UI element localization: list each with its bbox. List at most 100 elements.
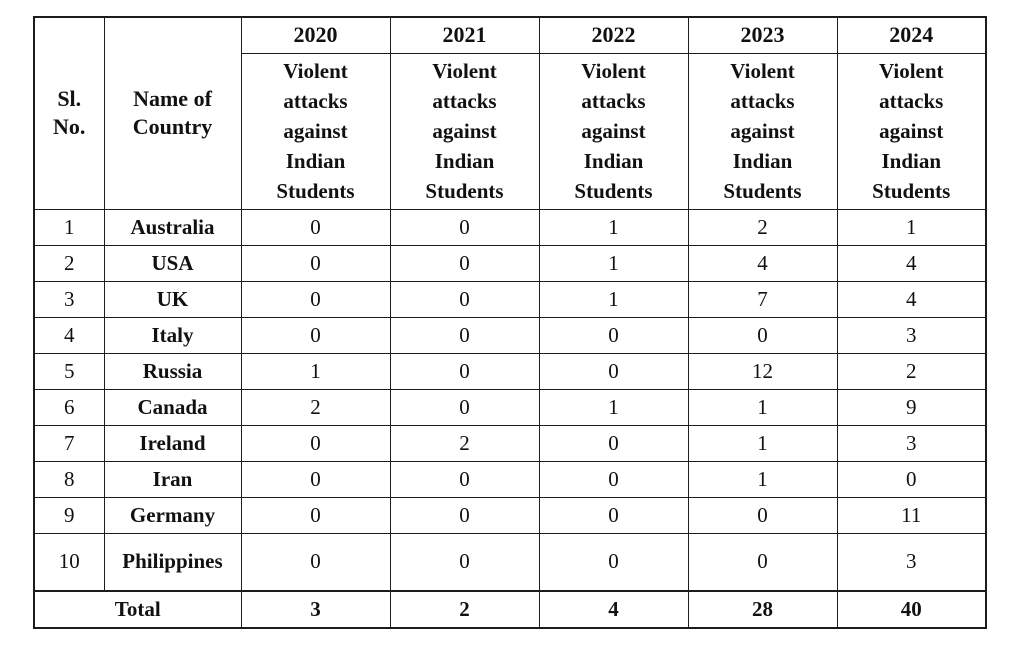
cell-sl-no: 4 xyxy=(33,316,105,354)
cell-country: Australia xyxy=(103,208,242,246)
header-year-2023: 2023 xyxy=(687,16,838,54)
table-row-iran: 8 Iran 0 0 0 1 0 xyxy=(33,460,987,498)
total-2021: 2 xyxy=(389,590,540,629)
cell-value-2024: 11 xyxy=(836,496,987,534)
cell-value-2024: 2 xyxy=(836,352,987,390)
cell-sl-no: 5 xyxy=(33,352,105,390)
cell-country: USA xyxy=(103,244,242,282)
total-2022: 4 xyxy=(538,590,689,629)
cell-value-2020: 0 xyxy=(240,460,391,498)
header-year-2022: 2022 xyxy=(538,16,689,54)
cell-value-2024: 3 xyxy=(836,532,987,592)
cell-value-2021: 0 xyxy=(389,352,540,390)
cell-value-2024: 0 xyxy=(836,460,987,498)
table-row-australia: 1 Australia 0 0 1 2 1 xyxy=(33,208,987,246)
total-label: Total xyxy=(33,590,242,629)
cell-sl-no: 9 xyxy=(33,496,105,534)
cell-value-2021: 0 xyxy=(389,208,540,246)
cell-value-2020: 1 xyxy=(240,352,391,390)
cell-value-2020: 0 xyxy=(240,208,391,246)
cell-value-2024: 3 xyxy=(836,424,987,462)
cell-value-2021: 0 xyxy=(389,532,540,592)
cell-value-2024: 1 xyxy=(836,208,987,246)
cell-value-2022: 1 xyxy=(538,388,689,426)
cell-country: Iran xyxy=(103,460,242,498)
header-sublabel-2022: Violent attacks against Indian Students xyxy=(538,52,689,210)
cell-value-2022: 0 xyxy=(538,460,689,498)
cell-sl-no: 2 xyxy=(33,244,105,282)
cell-sl-no: 10 xyxy=(33,532,105,592)
cell-sl-no: 7 xyxy=(33,424,105,462)
header-year-2024: 2024 xyxy=(836,16,987,54)
cell-value-2022: 1 xyxy=(538,208,689,246)
header-year-row: Sl. No. Name of Country 2020 2021 2022 2… xyxy=(33,16,987,210)
cell-value-2024: 4 xyxy=(836,280,987,318)
cell-value-2023: 12 xyxy=(687,352,838,390)
cell-value-2022: 0 xyxy=(538,352,689,390)
header-sublabel-2020: Violent attacks against Indian Students xyxy=(240,52,391,210)
total-2023: 28 xyxy=(687,590,838,629)
header-year-2020: 2020 xyxy=(240,16,391,54)
table-row-italy: 4 Italy 0 0 0 0 3 xyxy=(33,316,987,354)
cell-country: Canada xyxy=(103,388,242,426)
violent-attacks-table: Sl. No. Name of Country 2020 2021 2022 2… xyxy=(33,16,987,629)
cell-value-2021: 0 xyxy=(389,280,540,318)
cell-value-2022: 0 xyxy=(538,532,689,592)
total-2020: 3 xyxy=(240,590,391,629)
cell-sl-no: 1 xyxy=(33,208,105,246)
cell-value-2020: 0 xyxy=(240,244,391,282)
cell-value-2020: 0 xyxy=(240,532,391,592)
table-row-russia: 5 Russia 1 0 0 12 2 xyxy=(33,352,987,390)
cell-value-2023: 4 xyxy=(687,244,838,282)
cell-value-2021: 2 xyxy=(389,424,540,462)
table-row-philippines: 10 Philippines 0 0 0 0 3 xyxy=(33,532,987,592)
header-sl-no: Sl. No. xyxy=(33,16,105,210)
cell-value-2021: 0 xyxy=(389,316,540,354)
cell-country: Germany xyxy=(103,496,242,534)
cell-value-2023: 7 xyxy=(687,280,838,318)
table-row-usa: 2 USA 0 0 1 4 4 xyxy=(33,244,987,282)
cell-value-2021: 0 xyxy=(389,388,540,426)
cell-value-2020: 0 xyxy=(240,280,391,318)
header-sublabel-2021: Violent attacks against Indian Students xyxy=(389,52,540,210)
cell-value-2020: 0 xyxy=(240,496,391,534)
cell-country: Ireland xyxy=(103,424,242,462)
cell-value-2022: 0 xyxy=(538,424,689,462)
cell-value-2022: 0 xyxy=(538,496,689,534)
total-2024: 40 xyxy=(836,590,987,629)
cell-value-2023: 0 xyxy=(687,532,838,592)
header-sublabel-row: Violent attacks against Indian Students … xyxy=(34,52,987,210)
cell-country: Italy xyxy=(103,316,242,354)
cell-value-2021: 0 xyxy=(389,244,540,282)
cell-value-2022: 1 xyxy=(538,244,689,282)
cell-sl-no: 8 xyxy=(33,460,105,498)
cell-value-2022: 0 xyxy=(538,316,689,354)
cell-sl-no: 6 xyxy=(33,388,105,426)
cell-value-2024: 9 xyxy=(836,388,987,426)
cell-value-2024: 4 xyxy=(836,244,987,282)
cell-value-2023: 1 xyxy=(687,424,838,462)
cell-country: Philippines xyxy=(103,532,242,592)
cell-value-2024: 3 xyxy=(836,316,987,354)
table-row-uk: 3 UK 0 0 1 7 4 xyxy=(33,280,987,318)
cell-value-2023: 0 xyxy=(687,496,838,534)
total-row: Total 3 2 4 28 40 xyxy=(33,590,987,629)
cell-value-2023: 1 xyxy=(687,460,838,498)
cell-value-2023: 0 xyxy=(687,316,838,354)
cell-value-2021: 0 xyxy=(389,460,540,498)
header-sublabel-2023: Violent attacks against Indian Students xyxy=(687,52,838,210)
cell-sl-no: 3 xyxy=(33,280,105,318)
header-sublabel-2024: Violent attacks against Indian Students xyxy=(836,52,987,210)
cell-country: Russia xyxy=(103,352,242,390)
header-name-of-country: Name of Country xyxy=(103,16,242,210)
table-row-canada: 6 Canada 2 0 1 1 9 xyxy=(33,388,987,426)
table-row-germany: 9 Germany 0 0 0 0 11 xyxy=(33,496,987,534)
cell-value-2020: 0 xyxy=(240,316,391,354)
cell-value-2023: 1 xyxy=(687,388,838,426)
cell-country: UK xyxy=(103,280,242,318)
cell-value-2023: 2 xyxy=(687,208,838,246)
cell-value-2022: 1 xyxy=(538,280,689,318)
table-row-ireland: 7 Ireland 0 2 0 1 3 xyxy=(33,424,987,462)
cell-value-2021: 0 xyxy=(389,496,540,534)
